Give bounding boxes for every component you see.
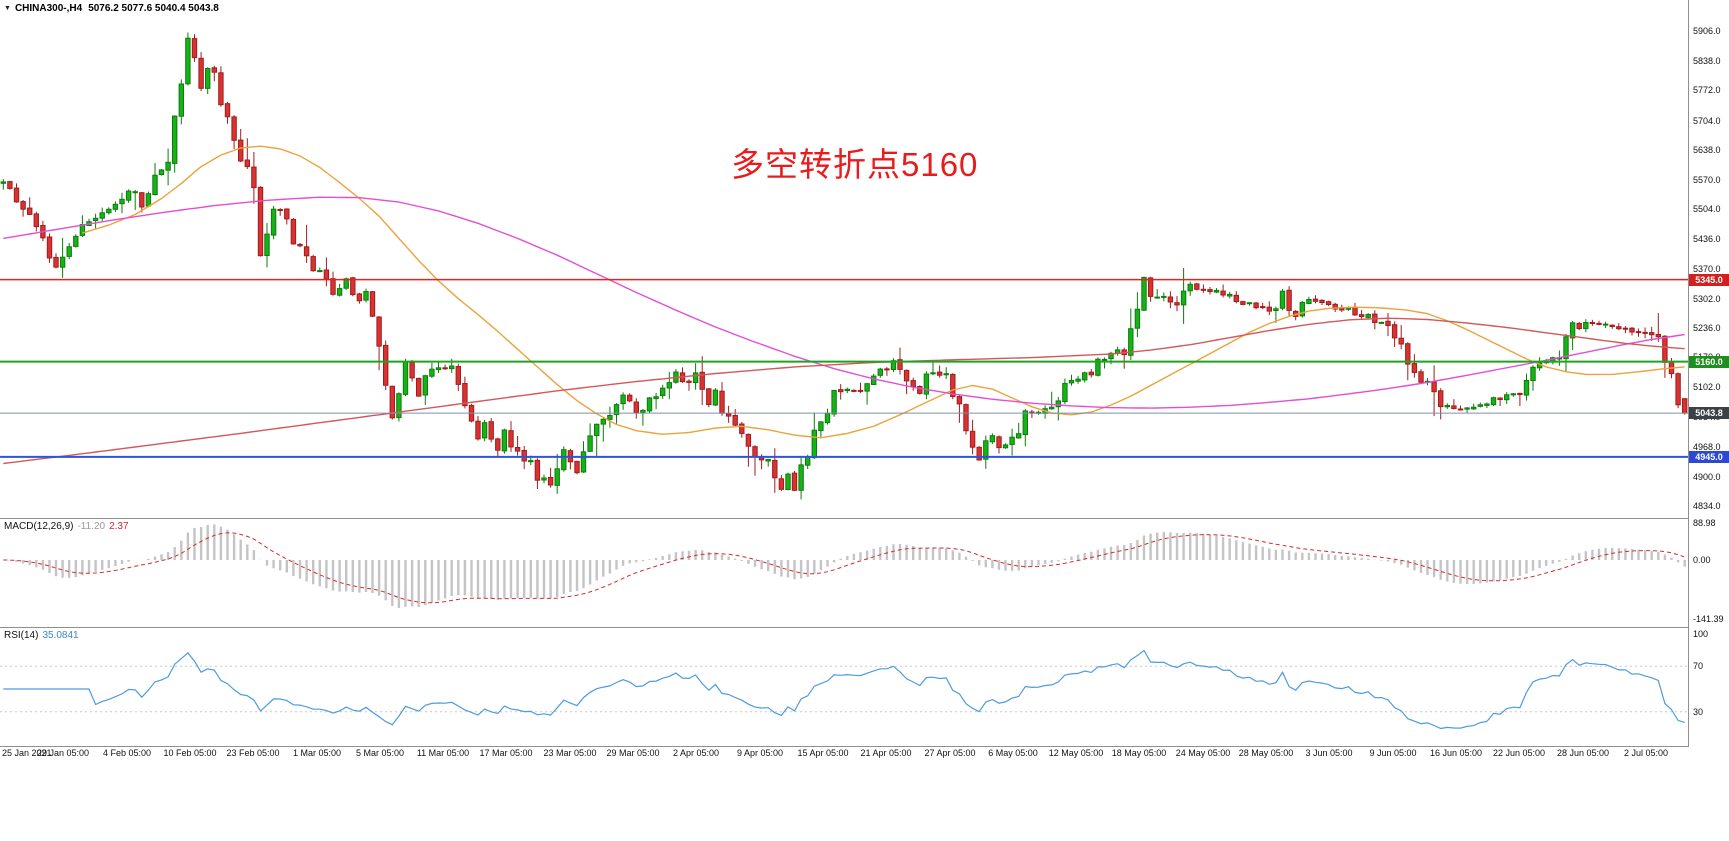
macd-signal-value: 2.37 xyxy=(109,521,129,532)
rsi-indicator-label: RSI(14) 35.0841 xyxy=(4,630,79,641)
price-badge-5160.0: 5160.0 xyxy=(1689,356,1729,368)
macd-value: -11.20 xyxy=(77,521,106,532)
price-label: 5772.0 xyxy=(1693,85,1721,96)
time-label: 10 Feb 05:00 xyxy=(163,748,217,758)
price-label: 4900.0 xyxy=(1693,471,1721,482)
rsi-name: RSI(14) xyxy=(4,630,39,641)
macd-canvas[interactable] xyxy=(0,519,1688,627)
price-label: 5638.0 xyxy=(1693,144,1721,155)
macd-indicator-label: MACD(12,26,9) -11.20 2.37 xyxy=(4,521,129,532)
time-label: 29 Mar 05:00 xyxy=(606,748,660,758)
time-label: 2 Jul 05:00 xyxy=(1623,748,1669,758)
time-label: 1 Mar 05:00 xyxy=(292,748,342,758)
time-label: 28 May 05:00 xyxy=(1238,748,1294,758)
rsi-axis-label: 100 xyxy=(1693,629,1709,639)
rsi-axis-label: 30 xyxy=(1693,706,1704,717)
time-label: 21 Apr 05:00 xyxy=(860,748,912,758)
time-label: 15 Apr 05:00 xyxy=(797,748,849,758)
time-label: 9 Jun 05:00 xyxy=(1369,748,1417,758)
collapse-triangle-icon[interactable]: ▼ xyxy=(4,5,11,12)
time-label: 23 Mar 05:00 xyxy=(543,748,597,758)
price-label: 5570.0 xyxy=(1693,174,1721,185)
time-label: 24 May 05:00 xyxy=(1175,748,1231,758)
time-label: 17 Mar 05:00 xyxy=(479,748,533,758)
macd-axis-label: 0.00 xyxy=(1693,555,1711,565)
price-label: 5302.0 xyxy=(1693,293,1721,304)
candles-layer xyxy=(0,32,1688,500)
price-label: 5504.0 xyxy=(1693,204,1721,215)
rsi-line xyxy=(3,649,1685,730)
price-chart-canvas[interactable] xyxy=(0,0,1688,518)
chart-header: ▼ CHINA300-,H4 5076.2 5077.6 5040.4 5043.8 xyxy=(4,3,219,14)
price-label: 5704.0 xyxy=(1693,115,1721,126)
price-label: 4968.0 xyxy=(1693,441,1721,452)
macd-histogram xyxy=(8,524,1686,609)
panel-separator[interactable] xyxy=(0,627,1729,628)
time-label: 18 May 05:00 xyxy=(1111,748,1167,758)
panel-separator[interactable] xyxy=(0,518,1729,519)
price-label: 4834.0 xyxy=(1693,501,1721,512)
price-badge-5345.0: 5345.0 xyxy=(1689,274,1729,286)
time-axis[interactable]: 25 Jan 2021 29 Jan 05:00 4 Feb 05:00 10 Feb… xyxy=(0,747,1729,763)
time-label: 3 Jun 05:00 xyxy=(1305,748,1353,758)
ma-line-slow xyxy=(3,317,1685,465)
time-label: 23 Feb 05:00 xyxy=(226,748,280,758)
price-axis[interactable]: 5906.0 5838.0 5772.0 5704.0 5638.0 5570.0 5504… xyxy=(1688,0,1729,747)
price-label: 5436.0 xyxy=(1693,234,1721,245)
time-label: 9 Apr 05:00 xyxy=(736,748,784,758)
time-label: 2 Apr 05:00 xyxy=(672,748,720,758)
time-label: 16 Jun 05:00 xyxy=(1429,748,1483,758)
symbol-timeframe-label: CHINA300-,H4 xyxy=(14,3,83,14)
time-label: 4 Feb 05:00 xyxy=(102,748,152,758)
time-label: 28 Jun 05:00 xyxy=(1556,748,1610,758)
macd-axis-label: 88.98 xyxy=(1693,517,1716,528)
panel-separator xyxy=(0,746,1729,747)
price-label: 5370.0 xyxy=(1693,263,1721,274)
price-label: 5102.0 xyxy=(1693,382,1721,393)
ma-line-fast xyxy=(82,145,1685,439)
time-label: 12 May 05:00 xyxy=(1048,748,1104,758)
time-label: 27 Apr 05:00 xyxy=(924,748,976,758)
time-label: 22 Jun 05:00 xyxy=(1492,748,1546,758)
time-label: 29 Jan 05:00 xyxy=(36,748,90,758)
time-label: 25 Jan 2021 xyxy=(2,748,52,758)
time-label: 6 May 05:00 xyxy=(988,748,1038,758)
macd-axis-label: -141.39 xyxy=(1693,614,1724,625)
macd-signal-line xyxy=(3,532,1685,604)
rsi-canvas[interactable] xyxy=(0,628,1688,746)
macd-name: MACD(12,26,9) xyxy=(4,521,74,532)
price-label: 5906.0 xyxy=(1693,26,1721,37)
ohlc-readout: 5076.2 5077.6 5040.4 5043.8 xyxy=(88,3,219,14)
time-label: 5 Mar 05:00 xyxy=(355,748,405,758)
price-badge-5043.8: 5043.8 xyxy=(1689,407,1729,419)
rsi-value: 35.0841 xyxy=(42,630,79,641)
price-label: 5838.0 xyxy=(1693,56,1721,67)
ma-line-mid xyxy=(3,196,1685,409)
time-label: 11 Mar 05:00 xyxy=(416,748,470,758)
price-badge-4945.0: 4945.0 xyxy=(1689,451,1729,463)
price-label: 5236.0 xyxy=(1693,322,1721,333)
annotation-text[interactable]: 多空转折点5160 xyxy=(731,146,979,183)
rsi-axis-label: 70 xyxy=(1693,661,1704,672)
